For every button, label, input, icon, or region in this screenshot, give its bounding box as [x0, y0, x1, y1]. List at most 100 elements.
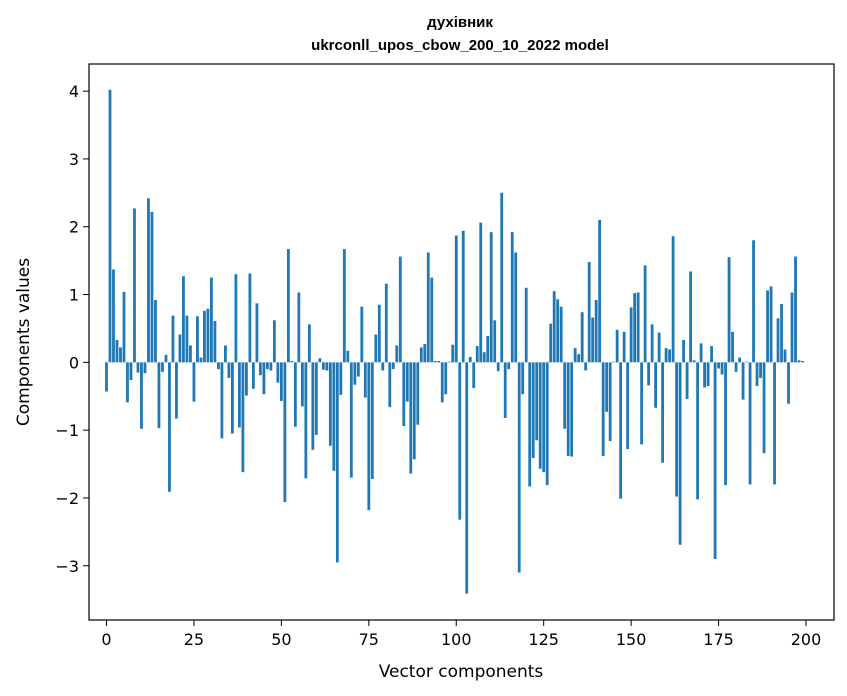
- bar-11: [143, 362, 147, 374]
- bar-145: [612, 361, 616, 363]
- bar-119: [521, 362, 525, 395]
- x-tick-label: 200: [791, 630, 822, 649]
- bar-62: [321, 362, 325, 370]
- bar-163: [675, 362, 679, 497]
- bar-133: [570, 362, 574, 457]
- bar-146: [615, 329, 619, 363]
- bar-77: [374, 334, 378, 363]
- y-axis-ticks: −3 −2 −1 0 1 2 3 4: [55, 82, 89, 576]
- bar-60: [314, 362, 318, 435]
- bar-130: [559, 306, 563, 363]
- bar-59: [311, 362, 315, 450]
- bar-185: [752, 240, 755, 363]
- bar-172: [706, 362, 710, 387]
- bar-149: [626, 362, 630, 450]
- bar-43: [255, 303, 259, 363]
- bar-102: [461, 230, 465, 363]
- bar-87: [409, 362, 413, 474]
- bar-107: [479, 222, 483, 363]
- bar-104: [468, 356, 472, 363]
- bar-132: [566, 362, 570, 456]
- x-axis-ticks: 0 25 50 75 100 125 150 175 200: [101, 620, 821, 649]
- bar-183: [745, 361, 748, 363]
- bar-134: [573, 348, 577, 363]
- bar-188: [762, 362, 766, 454]
- bar-65: [332, 362, 336, 471]
- bar-32: [217, 362, 220, 370]
- bar-171: [703, 362, 706, 388]
- bar-95: [437, 360, 441, 363]
- bar-28: [203, 310, 206, 363]
- bar-162: [671, 236, 675, 363]
- bar-9: [136, 362, 140, 373]
- bar-44: [258, 362, 262, 376]
- bar-147: [619, 362, 623, 499]
- bar-117: [514, 252, 518, 363]
- y-tick-label: 0: [69, 353, 79, 372]
- bar-88: [412, 362, 416, 460]
- bar-80: [384, 283, 388, 363]
- bar-121: [528, 362, 532, 487]
- chart-subtitle: ukrconll_upos_cbow_200_10_2022 model: [311, 37, 609, 54]
- bar-166: [685, 362, 689, 399]
- bar-125: [542, 362, 546, 473]
- x-tick-label: 50: [271, 630, 291, 649]
- bar-181: [738, 357, 741, 363]
- bar-96: [440, 362, 444, 403]
- y-tick-label: 3: [69, 150, 79, 169]
- bar-122: [531, 362, 535, 458]
- bar-48: [272, 320, 276, 363]
- bar-118: [517, 362, 521, 573]
- bar-1: [108, 89, 112, 363]
- bar-152: [636, 292, 640, 363]
- bar-128: [552, 291, 556, 363]
- bar-38: [238, 362, 241, 428]
- bar-25: [192, 362, 196, 402]
- bar-99: [451, 344, 455, 363]
- y-axis-label: Components values: [14, 258, 34, 426]
- bar-190: [769, 286, 773, 363]
- bars-group: [105, 89, 804, 594]
- bar-70: [349, 362, 353, 478]
- bar-192: [776, 318, 780, 363]
- bar-140: [594, 299, 598, 363]
- bar-120: [524, 287, 528, 363]
- bar-197: [794, 256, 797, 363]
- bar-198: [797, 360, 801, 363]
- y-tick-label: 2: [69, 218, 79, 237]
- bar-144: [608, 362, 612, 441]
- bar-58: [307, 324, 311, 363]
- bar-136: [580, 312, 584, 363]
- bar-36: [231, 362, 234, 434]
- bar-14: [154, 299, 157, 363]
- bar-26: [196, 316, 199, 363]
- bar-63: [325, 362, 329, 371]
- bar-135: [577, 354, 581, 363]
- bar-112: [496, 362, 500, 372]
- bar-81: [388, 362, 392, 408]
- x-tick-label: 100: [441, 630, 472, 649]
- bar-179: [731, 331, 734, 363]
- bar-194: [783, 349, 787, 363]
- bar-101: [458, 362, 462, 520]
- bar-71: [353, 362, 357, 385]
- bar-82: [391, 362, 395, 370]
- x-tick-label: 150: [616, 630, 647, 649]
- bar-186: [755, 362, 759, 387]
- bar-8: [133, 208, 136, 363]
- bar-103: [465, 362, 469, 594]
- bar-78: [377, 304, 381, 363]
- bar-168: [692, 360, 696, 363]
- bar-138: [587, 261, 591, 363]
- y-tick-label: 1: [69, 286, 79, 305]
- bar-94: [433, 360, 437, 363]
- bar-74: [363, 362, 367, 398]
- bar-187: [759, 362, 762, 378]
- bar-0: [105, 362, 108, 392]
- bar-184: [748, 362, 752, 485]
- bar-164: [678, 362, 682, 545]
- x-tick-label: 175: [703, 630, 734, 649]
- bar-49: [276, 362, 280, 383]
- bar-91: [423, 344, 427, 363]
